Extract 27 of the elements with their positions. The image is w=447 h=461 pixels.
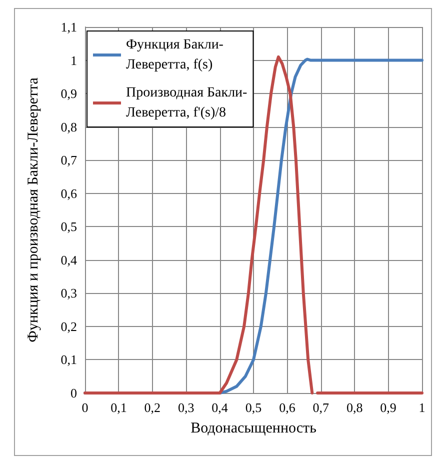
x-tick-label: 0,4	[212, 400, 228, 415]
y-tick-label: 0,7	[60, 152, 78, 168]
x-axis-title: Водонасыщенность	[190, 420, 317, 436]
y-tick-label: 0	[70, 386, 77, 400]
legend-label: Функция Бакли-Леверетта, f(s)	[126, 38, 224, 72]
legend-label: Производная Бакли-Леверетта, f'(s)/8	[126, 86, 248, 120]
x-tick-label: 0,5	[245, 400, 262, 415]
x-tick-label: 0,6	[279, 400, 296, 415]
y-tick-label: 0,1	[60, 352, 77, 368]
y-tick-label: 0,6	[60, 186, 78, 201]
x-tick-label: 0,2	[144, 400, 161, 415]
y-tick-label: 0,3	[60, 286, 77, 301]
y-tick-label: 0,5	[60, 219, 77, 234]
y-tick-label: 1	[70, 52, 77, 68]
x-tick-label: 1	[418, 400, 426, 415]
y-tick-label: 0,2	[60, 318, 77, 334]
x-tick-label: 0,8	[346, 400, 363, 415]
x-tick-label: 0	[82, 400, 88, 415]
x-tick-label: 0,9	[380, 400, 396, 415]
y-tick-label: 0,9	[60, 86, 77, 102]
y-axis-title: Функция и производная Бакли-Леверетта	[26, 77, 42, 342]
y-tick-label: 1,1	[60, 20, 77, 34]
y-tick-label: 0,8	[60, 119, 77, 134]
x-tick-label: 0,3	[178, 400, 194, 415]
x-tick-label: 0,7	[312, 400, 330, 415]
x-tick-label: 0,1	[110, 400, 127, 415]
y-tick-label: 0,4	[60, 252, 78, 268]
